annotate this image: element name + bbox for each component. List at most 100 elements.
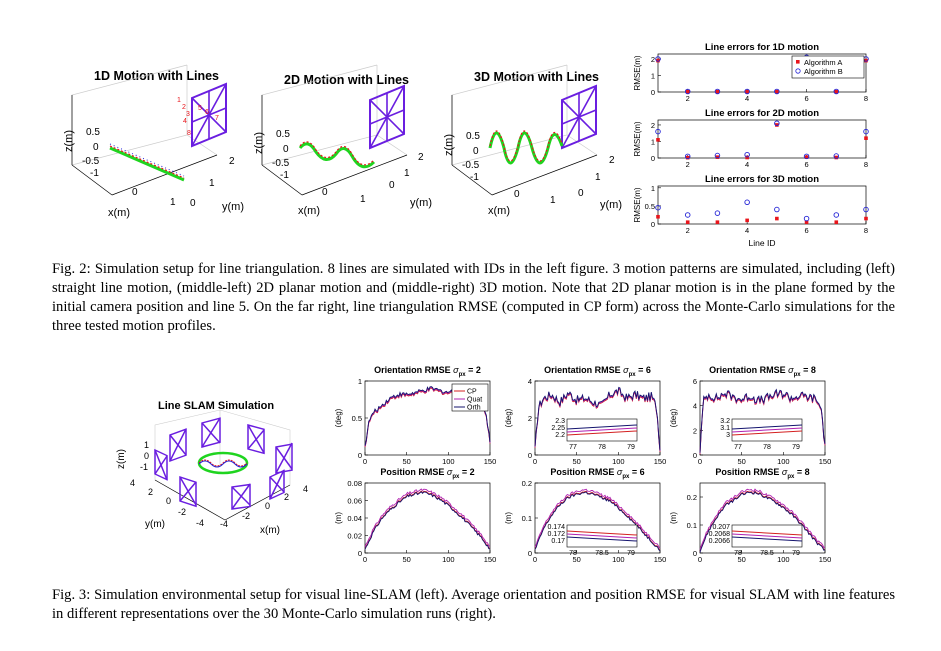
x-tick-label: 50 [737,457,745,466]
x-tick-label: 4 [745,160,749,169]
panel-1d-title: 1D Motion with Lines [94,69,219,83]
inset-x-tick: 78 [763,444,771,451]
series-line-orth [699,388,826,453]
y-tick-label: 0.02 [347,532,362,541]
data-point-algorithm-a [685,220,690,224]
data-point-algorithm-b [684,153,691,160]
inset-y-tick: 3.2 [720,418,730,425]
y-tick-label: 0 [693,549,697,558]
panel-3d-title: 3D Motion with Lines [474,70,599,84]
xtick: -2 [242,511,250,521]
xlabel: x(m) [298,205,320,217]
inset-line-cp [566,530,638,536]
ztick: -1 [90,168,99,179]
chart-title: Orientation RMSE σpx = 6 [544,365,651,378]
y-axis-label: RMSE(m) [633,121,642,156]
inset-line-orth [566,536,638,542]
x-tick-label: 0 [698,457,702,466]
ytick: -2 [178,507,186,517]
legend-label: CP [467,389,477,396]
ztick: -1 [470,172,479,183]
series-line-orth [534,491,661,552]
data-point-algorithm-a [775,89,779,94]
data-point-algorithm-a [745,155,749,160]
x-tick-label: 150 [484,457,497,466]
line-id-1: 1 [177,97,181,104]
series-line-orth [364,491,491,550]
scatter-chart-2: Line errors for 2D motion 0 1 2 2 4 6 8 RMSE(m) [633,108,869,169]
ytick: 4 [130,478,135,488]
ztick: 0 [144,451,149,461]
data-point-algorithm-a [834,89,839,94]
xlabel: x(m) [488,205,510,217]
inset-y-tick: 0.2068 [709,531,731,538]
chart-title: Line errors for 1D motion [705,42,819,53]
x-axis-label: Line ID [749,238,776,248]
chart-title: Line errors for 2D motion [705,108,819,119]
data-point-algorithm-b [833,212,840,218]
y-tick-label: 0 [693,451,697,460]
line-id-6: 6 [205,109,209,116]
data-point-algorithm-a [804,220,809,224]
panel-2d-title: 2D Motion with Lines [284,73,409,87]
data-point-algorithm-b [774,88,780,95]
zoom-inset: 3.23.13 77 78 79 [720,418,803,451]
y-tick-label: 0 [651,88,655,97]
series-line-cp [364,490,491,549]
data-point-algorithm-b [684,212,691,218]
zlabel: z(m) [253,132,265,154]
data-point-algorithm-b [774,206,780,213]
data-point-algorithm-b [774,120,780,127]
xtick: 0 [322,187,328,198]
ztick: -0.5 [462,160,480,171]
y-axis-label: (m) [669,512,678,524]
line-id-7: 7 [215,115,219,122]
rmse-chart-4: Position RMSE σpx = 2 0 50 100 150 0 0.02 0.04 0… [334,467,496,564]
x-tick-label: 4 [745,226,749,235]
data-point-algorithm-b [714,210,721,216]
ytick: -4 [196,518,204,528]
data-point-algorithm-b [833,153,840,159]
xtick: 1 [360,194,366,205]
x-tick-label: 150 [654,555,667,564]
x-tick-label: 0 [533,457,537,466]
ytick: 0 [166,496,171,506]
scatter-chart-3: Line errors for 3D motion 0 0.5 1 2 4 6 8 RMSE(m… [633,174,869,248]
x-tick-label: 8 [864,160,868,169]
y-tick-label: 0.1 [522,514,532,523]
x-tick-label: 2 [686,226,690,235]
y-axis-label: RMSE(m) [633,187,642,222]
inset-y-tick: 0.17 [551,538,565,545]
series-line-orth [699,491,826,553]
y-tick-label: 1 [358,377,362,386]
x-tick-label: 100 [612,555,625,564]
plot-frame [699,482,826,554]
y-tick-label: 0 [528,451,532,460]
legend-label: Orth [467,405,481,412]
rmse-chart-5: Position RMSE σpx = 6 0 50 100 150 0 0.1 0.2 (m)… [504,467,666,564]
y-tick-label: 0 [358,451,362,460]
fig2-3d-panels: 1D Motion with Lines 1 2 3 4 5 6 7 8 0.5… [63,64,622,219]
y-tick-label: 0.5 [645,202,655,211]
panel-1d: 1D Motion with Lines 1 2 3 4 5 6 7 8 0.5… [63,64,244,219]
ztick: 1 [144,440,149,450]
y-tick-label: 2 [651,121,655,130]
xtick: 0 [514,189,520,200]
inset-x-tick: 79 [792,444,800,451]
inset-line-cp [731,530,803,536]
data-point-algorithm-b [714,152,721,159]
plot-frame [699,380,826,456]
zlabel: z(m) [63,130,75,152]
inset-x-tick: 78 [734,550,742,557]
inset-line-orth [566,424,638,430]
fig3-rmse-charts: Orientation RMSE σpx = 2 0 50 100 150 0 0.5 1 (d… [334,365,831,564]
y-tick-label: 6 [693,377,697,386]
rmse-chart-2: Orientation RMSE σpx = 6 0 50 100 150 0 2 4 (deg… [504,365,666,466]
data-point-algorithm-b [655,204,661,211]
fig2-caption-label: Fig. 2: [52,261,91,277]
data-point-algorithm-b [803,153,810,160]
ylabel: y(m) [410,197,432,209]
ylabel: y(m) [600,199,622,211]
